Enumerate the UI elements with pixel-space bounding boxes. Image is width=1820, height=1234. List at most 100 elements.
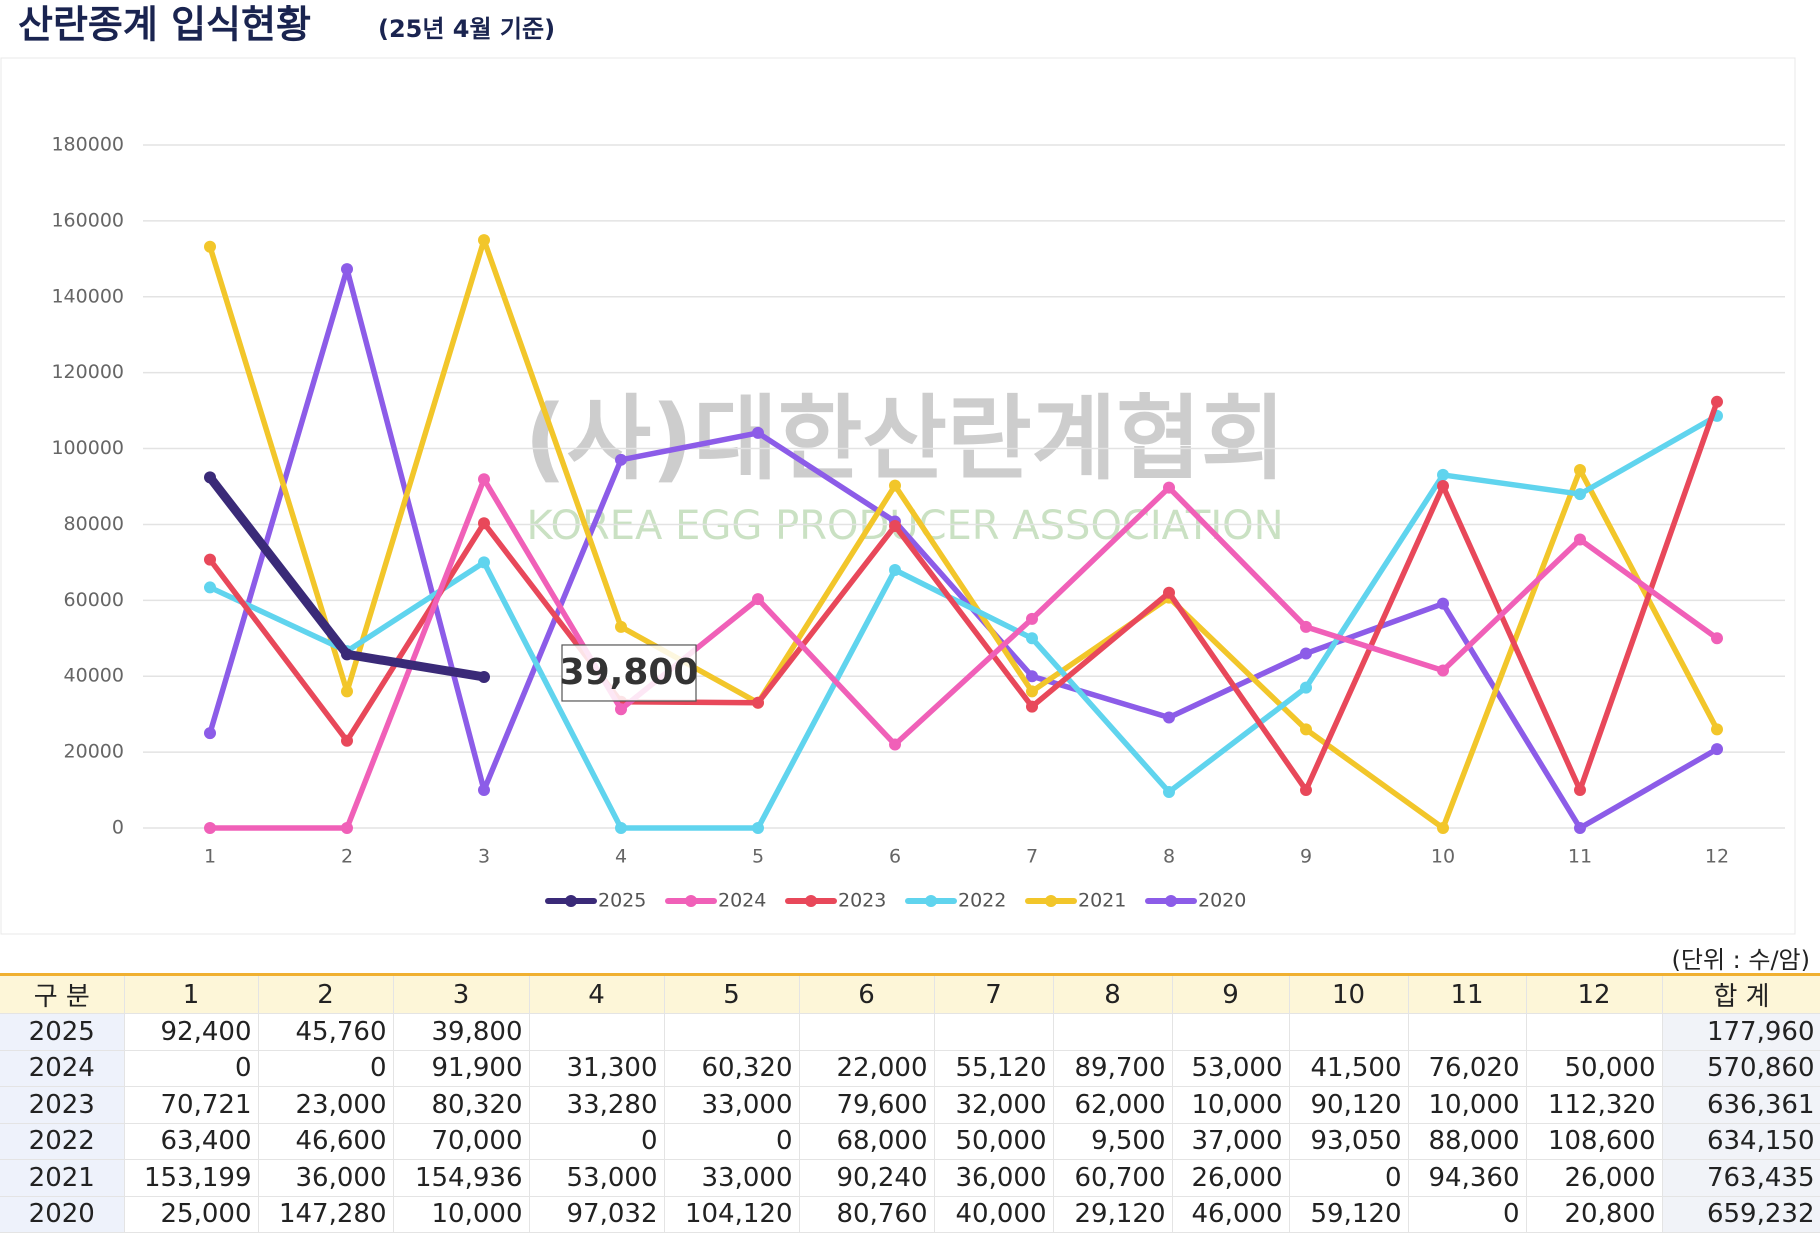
cell: 112,320 (1526, 1086, 1663, 1124)
cell: 31,300 (529, 1050, 665, 1087)
header-cell: 구 분 (0, 973, 125, 1014)
series-line (207, 399, 1720, 793)
y-tick-label: 120000 (51, 361, 124, 383)
data-point (1300, 647, 1312, 660)
data-point (478, 784, 490, 797)
cell: 26,000 (1526, 1159, 1663, 1197)
x-tick-label: 8 (1163, 846, 1175, 868)
cell: 10,000 (1408, 1086, 1527, 1124)
cell: 41,500 (1289, 1050, 1409, 1087)
cell: 45,760 (258, 1013, 394, 1051)
cell: 70,000 (393, 1123, 530, 1160)
legend-dot (1165, 895, 1177, 907)
y-tick-label: 160000 (51, 209, 124, 231)
legend-label: 2023 (838, 890, 886, 912)
x-tick-label: 7 (1026, 846, 1038, 868)
data-point (1026, 670, 1038, 683)
data-point (1574, 463, 1586, 476)
cell: 79,600 (799, 1086, 935, 1124)
header-cell: 5 (664, 973, 800, 1014)
cell (934, 1013, 1054, 1051)
chart-subtitle: (25년 4월 기준) (378, 15, 555, 43)
data-point (752, 822, 764, 834)
data-point (1437, 468, 1449, 481)
legend-dot (685, 895, 697, 907)
legend-label: 2025 (598, 890, 646, 912)
cell: 29,120 (1053, 1196, 1173, 1233)
data-point (1300, 784, 1312, 797)
data-point (204, 553, 216, 566)
data-point (204, 240, 216, 253)
data-point (1026, 700, 1038, 713)
cell: 23,000 (258, 1086, 394, 1124)
data-point (615, 453, 627, 466)
cell: 36,000 (934, 1159, 1054, 1197)
cell: 80,320 (393, 1086, 530, 1124)
data-point (1711, 743, 1723, 756)
x-tick-label: 5 (752, 846, 764, 868)
data-point (889, 738, 901, 751)
table-row: 2023 70,721 23,000 80,320 33,280 33,000 79,600… (0, 1086, 1820, 1124)
cell: 53,000 (1172, 1050, 1290, 1087)
data-point (341, 685, 353, 698)
y-tick-label: 100000 (51, 437, 124, 459)
cell: 62,000 (1053, 1086, 1173, 1124)
cell: 70,721 (124, 1086, 259, 1124)
data-point (889, 563, 901, 576)
data-point (889, 519, 901, 532)
data-point (1163, 785, 1175, 798)
header-cell: 1 (124, 973, 259, 1014)
cell: 36,000 (258, 1159, 394, 1197)
y-tick-label: 180000 (51, 134, 124, 156)
cell: 55,120 (934, 1050, 1054, 1087)
data-point (889, 479, 901, 492)
cell: 153,199 (124, 1159, 259, 1197)
row-total: 659,232 (1662, 1196, 1820, 1233)
cell: 46,000 (1172, 1196, 1290, 1233)
data-point (478, 234, 490, 247)
series-line (207, 266, 1720, 831)
cell: 0 (124, 1050, 259, 1087)
data-point (341, 263, 353, 276)
cell: 0 (1289, 1159, 1409, 1197)
row-label: 2024 (0, 1050, 125, 1087)
data-point (1711, 395, 1723, 408)
data-point (1574, 533, 1586, 546)
cell (664, 1013, 800, 1051)
data-point (752, 696, 764, 709)
data-point (478, 517, 490, 530)
cell: 33,000 (664, 1159, 800, 1197)
x-tick-label: 2 (341, 846, 353, 868)
cell (1408, 1013, 1527, 1051)
data-point (204, 581, 216, 594)
row-total: 634,150 (1662, 1123, 1820, 1160)
header-cell: 7 (934, 973, 1054, 1014)
cell: 9,500 (1053, 1123, 1173, 1160)
table-header: 구 분 1 2 3 4 5 6 7 8 9 10 11 12 합 계 (0, 973, 1820, 1014)
data-point (1300, 620, 1312, 633)
row-label: 2023 (0, 1086, 125, 1124)
legend-dot (925, 895, 937, 907)
cell: 90,240 (799, 1159, 935, 1197)
y-tick-label: 60000 (64, 589, 124, 611)
cell: 25,000 (124, 1196, 259, 1233)
data-point (341, 648, 353, 661)
chart-title: 산란종계 입식현황 (18, 3, 311, 47)
data-point (1711, 723, 1723, 736)
legend-label: 2022 (958, 890, 1006, 912)
data-point (204, 822, 216, 834)
legend-dot (1045, 895, 1057, 907)
unit-label: (단위 : 수/암) (1671, 946, 1810, 974)
data-point (478, 556, 490, 569)
header-cell: 6 (799, 973, 935, 1014)
y-tick-label: 0 (112, 817, 124, 839)
series-line (207, 237, 1720, 831)
data-point (1437, 597, 1449, 610)
cell (529, 1013, 665, 1051)
data-point (1711, 632, 1723, 645)
cell: 0 (258, 1050, 394, 1087)
cell: 88,000 (1408, 1123, 1527, 1160)
cell: 0 (664, 1123, 800, 1160)
cell (1053, 1013, 1173, 1051)
data-point (1026, 685, 1038, 698)
